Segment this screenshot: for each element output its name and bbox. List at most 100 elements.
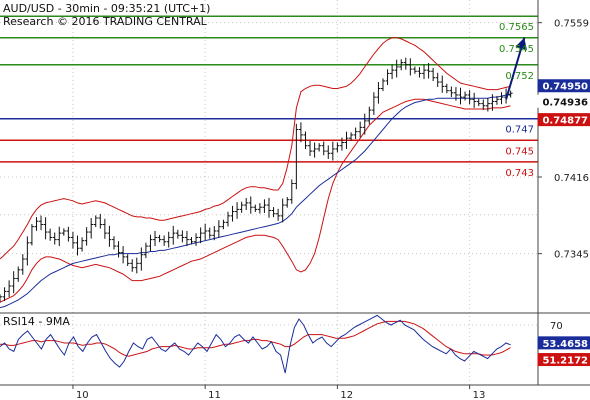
chart-subtitle: Research © 2016 TRADING CENTRAL	[3, 15, 208, 28]
ohlc-bar	[180, 230, 185, 243]
ohlc-bar	[380, 78, 385, 92]
ohlc-bar	[130, 259, 135, 272]
ohlc-bar	[394, 59, 399, 78]
ohlc-bar	[472, 92, 477, 108]
ohlc-bar	[43, 217, 48, 240]
ohlc-bar	[444, 83, 449, 94]
ohlc-bar	[239, 201, 244, 213]
ohlc-bar	[508, 90, 513, 98]
rsi-line	[0, 314, 511, 374]
ohlc-bar	[257, 203, 262, 214]
ohlc-bar	[467, 90, 472, 105]
ohlc-bar	[16, 266, 21, 282]
ohlc-bar	[98, 213, 103, 229]
ohlc-bar	[294, 123, 299, 190]
ohlc-bar	[362, 113, 367, 135]
ohlc-bar	[34, 217, 39, 231]
y-tick-label: 0.7559	[554, 19, 589, 30]
x-tick-label: 13	[473, 390, 486, 400]
ohlc-bar	[476, 98, 481, 107]
ohlc-bar	[153, 230, 158, 247]
moving-average-line	[0, 93, 511, 309]
ohlc-bar	[376, 82, 381, 104]
ohlc-bar	[116, 241, 121, 258]
ohlc-bar	[321, 141, 326, 156]
ohlc-bar	[20, 254, 25, 275]
ohlc-bar	[148, 234, 153, 252]
ohlc-bar	[235, 202, 240, 219]
ohlc-bar	[2, 287, 7, 301]
ohlc-bar	[262, 199, 267, 213]
projection-arrow-head	[515, 37, 527, 50]
ohlc-bar	[349, 132, 354, 141]
ohlc-bar	[207, 227, 212, 239]
ohlc-bar	[253, 204, 258, 212]
ohlc-bar	[212, 226, 217, 241]
chart-title: AUD/USD - 30min - 09:35:21 (UTC+1)	[3, 2, 210, 15]
ohlc-bar	[166, 231, 171, 248]
level-label: 0.7565	[499, 22, 534, 33]
ohlc-bar	[111, 236, 116, 250]
ohlc-bar	[285, 197, 290, 208]
ohlc-bar	[267, 197, 271, 218]
ohlc-bar	[66, 226, 71, 242]
ohlc-bar	[271, 207, 276, 218]
ohlc-bar	[107, 225, 112, 247]
ohlc-bar	[440, 75, 445, 93]
ohlc-bar	[312, 142, 317, 158]
price-badges: 0.74950 0.74936 0.74877 53.4658 51.2172	[537, 79, 590, 367]
ohlc-bar	[102, 218, 107, 239]
ohlc-bar	[75, 235, 80, 256]
badge-upper-box	[537, 79, 590, 93]
ohlc-bar	[289, 179, 294, 204]
badge-lower-box	[537, 113, 590, 127]
ohlc-bar	[221, 219, 226, 230]
ohlc-bar	[358, 121, 363, 138]
ohlc-bar	[371, 92, 376, 116]
level-label: 0.745	[505, 146, 534, 157]
rsi-ma-line	[0, 320, 511, 357]
ohlc-bar	[298, 122, 303, 143]
rsi-title: RSI14 - 9MA	[3, 315, 70, 328]
ohlc-bar	[244, 197, 249, 210]
ohlc-bar	[453, 87, 458, 101]
ohlc-bar	[0, 294, 2, 303]
ohlc-bar	[52, 232, 57, 245]
ohlc-bar	[435, 72, 440, 87]
ohlc-bar	[134, 257, 139, 274]
badge-rsi-box	[537, 336, 590, 350]
ohlc-bar	[171, 225, 176, 245]
ohlc-bar	[143, 242, 148, 259]
level-labels: 0.7565 0.7545 0.752 0.747 0.745 0.743	[499, 22, 534, 179]
ohlc-bar	[7, 280, 12, 298]
ohlc-bar	[125, 254, 130, 266]
ohlc-bar	[139, 247, 144, 271]
y-tick-label: 0.7416	[554, 173, 589, 184]
ohlc-bar	[449, 86, 454, 97]
ohlc-bar	[230, 205, 235, 222]
ohlc-bar	[203, 223, 208, 241]
ohlc-bar	[353, 127, 358, 140]
ohlc-bar	[403, 57, 408, 70]
badge-rsi-ma-box	[537, 353, 590, 367]
level-label: 0.743	[505, 168, 534, 179]
ohlc-bar	[412, 66, 417, 74]
ohlc-bar	[216, 220, 221, 238]
ohlc-bar	[463, 91, 468, 101]
bollinger-upper-line	[0, 37, 511, 260]
ohlc-bar	[280, 198, 285, 223]
ohlc-bar	[39, 215, 44, 231]
y-tick-label: 0.7345	[554, 250, 589, 261]
ohlc-bar	[308, 140, 313, 157]
ohlc-bar	[390, 64, 395, 80]
ohlc-bar	[481, 99, 486, 110]
badge-last: 0.74936	[542, 97, 588, 108]
ohlc-bar	[175, 229, 180, 239]
badge-last-box	[537, 94, 590, 108]
ohlc-bar	[339, 137, 344, 151]
badge-lower: 0.74877	[542, 116, 588, 127]
ohlc-bar	[189, 237, 194, 245]
ohlc-bar	[330, 141, 335, 161]
